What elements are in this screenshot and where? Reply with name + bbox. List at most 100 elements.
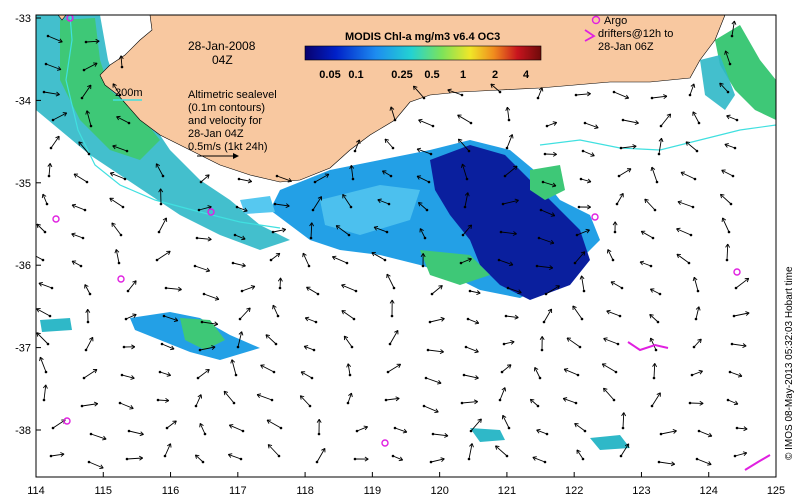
velocity-arrow	[428, 316, 445, 324]
velocity-arrow	[460, 163, 469, 181]
velocity-arrow	[126, 280, 137, 293]
velocity-arrow	[677, 200, 695, 209]
argo-marker	[117, 275, 125, 283]
velocity-arrow	[649, 288, 662, 296]
argo-track	[627, 341, 669, 352]
velocity-arrow	[193, 264, 211, 273]
velocity-arrow	[300, 371, 314, 380]
velocity-arrow	[719, 193, 733, 206]
x-tick-label: 115	[94, 485, 112, 497]
velocity-arrow	[575, 228, 590, 237]
velocity-arrow	[499, 230, 517, 236]
velocity-arrow	[422, 404, 439, 414]
x-tick-label: 125	[767, 485, 785, 497]
x-tick-label: 117	[229, 485, 247, 497]
velocity-arrow	[724, 143, 737, 150]
y-tick-label: -33	[15, 13, 31, 25]
colorbar-label: 0.05	[319, 69, 340, 81]
velocity-arrow	[724, 50, 732, 66]
velocity-arrow	[313, 173, 330, 184]
velocity-arrow	[163, 443, 172, 458]
velocity-arrow	[277, 277, 283, 290]
velocity-arrow	[419, 228, 427, 240]
velocity-arrow	[533, 367, 542, 380]
velocity-arrow	[688, 83, 696, 97]
velocity-arrow	[388, 329, 399, 346]
velocity-arrow	[644, 198, 657, 212]
velocity-arrow	[413, 85, 426, 100]
velocity-arrow	[393, 426, 408, 434]
velocity-arrow	[271, 227, 287, 234]
velocity-arrow	[541, 180, 557, 188]
velocity-arrow	[537, 236, 555, 245]
velocity-arrow	[82, 368, 98, 380]
velocity-arrow	[228, 424, 245, 433]
argo-track	[744, 454, 771, 471]
velocity-arrow	[506, 286, 522, 294]
chl-patch-east-coast	[715, 25, 776, 120]
argo-marker	[66, 15, 74, 22]
altimetry-line1: Altimetric sealevel	[188, 89, 277, 101]
velocity-arrow	[539, 208, 556, 217]
argo-legend: Argo drifters@12h to 28-Jan 06Z	[584, 15, 673, 53]
velocity-arrow	[84, 38, 100, 44]
velocity-arrow	[498, 387, 507, 402]
velocity-arrow	[125, 455, 144, 461]
velocity-arrow	[269, 252, 281, 262]
velocity-arrow	[267, 444, 281, 458]
velocity-arrow	[501, 414, 511, 430]
velocity-arrow	[311, 196, 322, 212]
velocity-arrow	[156, 398, 170, 403]
altimetry-legend: Altimetric sealevel (0.1m contours) and …	[188, 89, 277, 159]
velocity-arrow	[581, 149, 595, 157]
colorbar-label: 4	[523, 69, 530, 81]
velocity-arrow	[194, 394, 203, 408]
velocity-arrow	[730, 342, 747, 348]
velocity-arrow	[112, 83, 122, 97]
velocity-arrow	[41, 193, 49, 206]
velocity-arrow	[389, 299, 395, 318]
velocity-arrow	[122, 344, 136, 350]
altimetry-line4: 28-Jan 04Z	[188, 128, 244, 140]
colorbar-label: 1	[460, 69, 466, 81]
colorbar-label: 0.5	[424, 69, 439, 81]
velocity-arrow	[36, 332, 50, 346]
argo-drifters	[52, 15, 771, 471]
chl-patch-south-west-green	[180, 318, 225, 350]
velocity-arrow	[468, 289, 481, 295]
argo-marker	[52, 215, 60, 223]
velocity-arrow	[721, 217, 731, 234]
velocity-arrow	[504, 314, 519, 320]
velocity-arrow	[728, 370, 743, 378]
velocity-arrow	[420, 253, 426, 268]
velocity-arrow	[158, 370, 171, 377]
velocity-arrow	[85, 309, 91, 324]
velocity-arrow	[680, 171, 697, 181]
chl-patch-south-small1	[470, 428, 505, 442]
velocity-arrow	[685, 141, 699, 153]
velocity-arrow	[85, 110, 93, 128]
velocity-arrow	[719, 82, 730, 94]
velocity-arrow	[299, 395, 312, 408]
velocity-arrow	[51, 112, 68, 122]
velocity-arrow	[576, 449, 585, 461]
altimetry-line2: (0.1m contours)	[188, 102, 265, 114]
velocity-arrow	[199, 174, 210, 184]
velocity-arrows	[36, 20, 750, 470]
y-tick-label: -34	[15, 95, 31, 107]
velocity-arrow	[260, 364, 276, 374]
velocity-arrow	[619, 443, 630, 458]
velocity-arrow	[730, 20, 737, 38]
velocity-arrow	[80, 84, 92, 100]
altimetry-line3: and velocity for	[188, 115, 262, 127]
velocity-arrow	[353, 456, 369, 462]
velocity-arrow	[231, 261, 246, 268]
velocity-arrow	[692, 276, 700, 293]
velocity-arrow	[304, 316, 318, 324]
velocity-arrow	[583, 121, 599, 130]
australia-land	[36, 15, 776, 183]
velocity-arrow	[309, 222, 315, 240]
velocity-arrow	[71, 232, 85, 240]
velocity-arrow	[36, 223, 47, 234]
x-tick-label: 120	[430, 485, 448, 497]
